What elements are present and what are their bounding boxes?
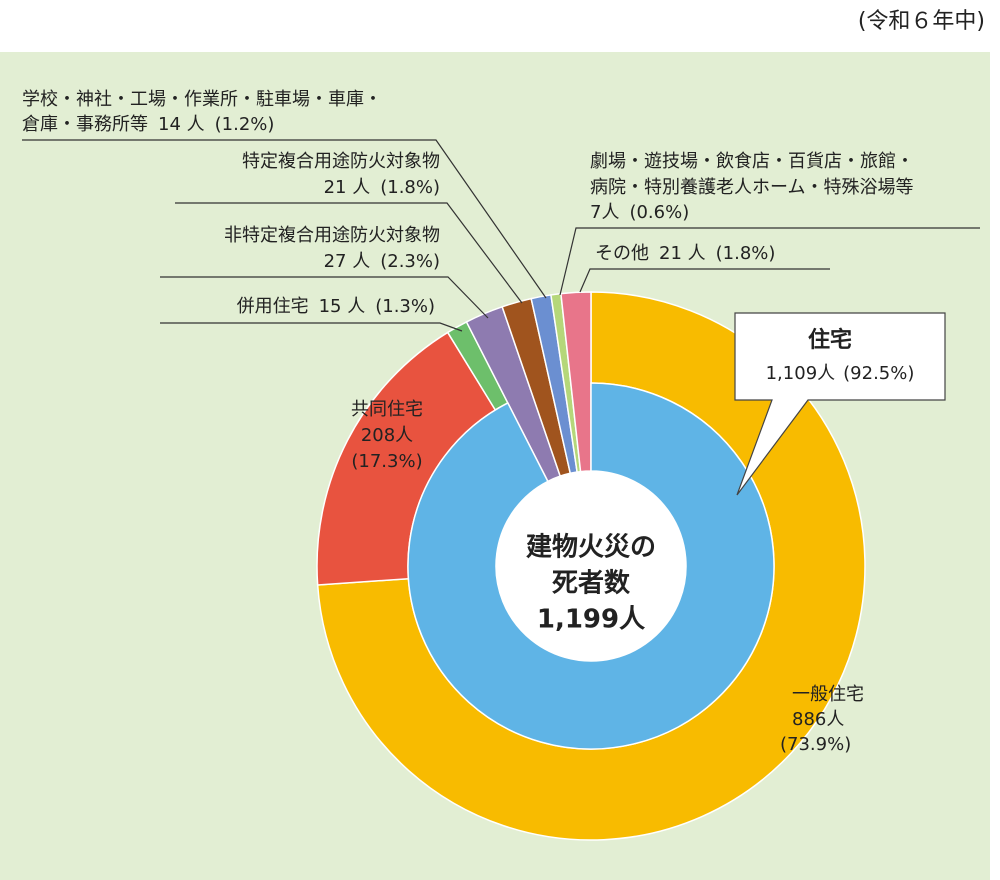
segment-label: 併用住宅 15 人 (1.3%): [237, 296, 435, 317]
label-part: 非特定複合用途防火対象物: [224, 225, 440, 246]
segment-label: 一般住宅: [792, 684, 864, 705]
segment-label: 7人 (0.6%): [590, 202, 689, 223]
label-part: 208人: [361, 425, 413, 446]
segment-label: 21 人 (1.8%): [324, 177, 440, 198]
callout: [734, 312, 946, 496]
segment-label: (73.9%): [780, 734, 851, 755]
label-part: (1.8%): [716, 243, 776, 264]
label-part: 7人: [590, 202, 619, 223]
label-part: 21 人: [659, 243, 706, 264]
label-part: (73.9%): [780, 734, 851, 755]
label-part: 1,109人: [766, 363, 836, 384]
segment-label: 病院・特別養護老人ホーム・特殊浴場等: [590, 177, 913, 198]
segment-label: その他 21 人 (1.8%): [595, 243, 775, 264]
label-part: 病院・特別養護老人ホーム・特殊浴場等: [590, 177, 913, 198]
segment-label: 倉庫・事務所等 14 人 (1.2%): [22, 114, 274, 135]
segment-label: 劇場・遊技場・飲食店・百貨店・旅館・: [590, 151, 914, 172]
inner-label: 1,109人 (92.5%): [766, 363, 915, 384]
label-part: (1.2%): [215, 114, 275, 135]
leader-line: [160, 276, 489, 319]
leader-line: [175, 202, 523, 304]
segment-label: 27 人 (2.3%): [324, 251, 440, 272]
leader-line: [579, 268, 830, 293]
label-part: その他: [595, 243, 649, 264]
center-label: 死者数: [552, 569, 631, 599]
label-part: 一般住宅: [792, 684, 864, 705]
label-part: 学校・神社・工場・作業所・駐車場・車庫・: [22, 89, 382, 110]
leader-line: [160, 322, 463, 332]
label-part: 特定複合用途防火対象物: [242, 151, 440, 172]
label-part: 共同住宅: [351, 399, 423, 420]
label-part: 劇場・遊技場・飲食店・百貨店・旅館・: [590, 151, 914, 172]
segment-label: 208人: [361, 425, 413, 446]
label-part: 15 人: [319, 296, 366, 317]
label-part: (0.6%): [629, 202, 689, 223]
label-part: 倉庫・事務所等: [22, 114, 148, 135]
segment-label: 共同住宅: [351, 399, 423, 420]
label-part: 14 人: [158, 114, 205, 135]
label-part: 21 人: [324, 177, 371, 198]
segment-label: 特定複合用途防火対象物: [242, 151, 440, 172]
segment-label: 886人: [792, 709, 844, 730]
center-label: 建物火災の: [526, 533, 656, 563]
segment-label: 学校・神社・工場・作業所・駐車場・車庫・: [22, 89, 382, 110]
label-part: 886人: [792, 709, 844, 730]
label-part: (2.3%): [380, 251, 440, 272]
inner-name: 住宅: [808, 327, 852, 353]
center-hole: [496, 471, 686, 661]
label-part: (1.8%): [380, 177, 440, 198]
label-part: (92.5%): [843, 363, 914, 384]
label-part: (1.3%): [375, 296, 435, 317]
center-label: 1,199人: [537, 605, 645, 635]
label-part: 併用住宅: [237, 296, 309, 317]
leader-line: [559, 227, 980, 296]
segment-label: (17.3%): [351, 451, 422, 472]
leader-line: [22, 139, 547, 299]
label-part: (17.3%): [351, 451, 422, 472]
period: (令和６年中): [858, 9, 985, 34]
label-part: 27 人: [324, 251, 371, 272]
segment-label: 非特定複合用途防火対象物: [224, 225, 440, 246]
